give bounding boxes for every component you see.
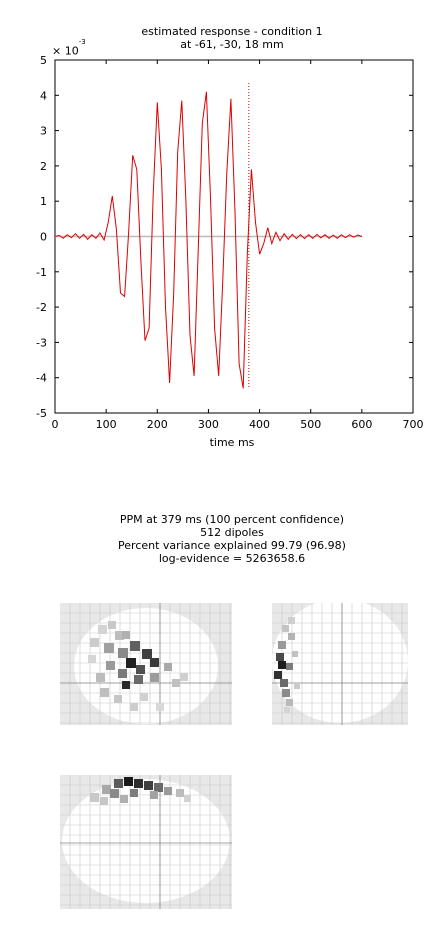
y-tick-label: -3 xyxy=(36,336,47,349)
brain-view-axial xyxy=(60,603,232,725)
source-voxel xyxy=(130,789,138,797)
response-chart: 0 100 200 300 400 500 600 700 5 4 3 2 1 0 -1 -2 -3 -4 -5 xyxy=(36,54,424,431)
source-voxel xyxy=(130,703,138,711)
source-voxel xyxy=(110,789,119,798)
source-voxel xyxy=(278,661,286,669)
source-voxel xyxy=(108,621,116,629)
chart-title: estimated response - condition 1 xyxy=(141,25,323,38)
source-voxel xyxy=(102,785,111,794)
x-tick-label: 600 xyxy=(351,418,372,431)
source-voxel xyxy=(180,673,188,681)
y-tick-label: 1 xyxy=(40,195,47,208)
source-voxel xyxy=(286,699,293,706)
y-exponent-label: × 10-3 xyxy=(52,38,86,58)
source-voxel xyxy=(88,655,96,663)
source-voxel xyxy=(114,779,123,788)
source-voxel xyxy=(124,777,133,786)
source-voxel xyxy=(150,791,158,799)
source-voxel xyxy=(126,658,136,668)
source-voxel xyxy=(276,653,284,661)
x-tick-label: 500 xyxy=(300,418,321,431)
source-voxel xyxy=(156,703,164,711)
brain-view-sagittal xyxy=(272,603,408,725)
ppm-line-4: log-evidence = 5263658.6 xyxy=(158,552,306,565)
source-voxel xyxy=(120,795,128,803)
source-voxel xyxy=(144,781,153,790)
source-voxel xyxy=(118,669,127,678)
y-tick-label: -4 xyxy=(36,372,47,385)
source-voxel xyxy=(100,797,108,805)
source-voxel xyxy=(98,625,107,634)
ppm-line-1: PPM at 379 ms (100 percent confidence) xyxy=(119,513,345,526)
source-voxel xyxy=(130,641,140,651)
source-voxel xyxy=(184,795,191,802)
source-voxel xyxy=(136,665,145,674)
coronal-projection-image xyxy=(60,775,232,909)
source-voxel xyxy=(115,631,124,640)
source-voxel xyxy=(134,675,143,684)
source-voxel xyxy=(164,787,172,795)
y-exponent-base: × 10 xyxy=(52,44,79,58)
source-voxel xyxy=(150,658,159,667)
y-tick-label: 5 xyxy=(40,54,47,67)
y-tick-label: -1 xyxy=(36,266,47,279)
source-voxel xyxy=(172,679,180,687)
chart-subtitle: at -61, -30, 18 mm xyxy=(180,38,284,51)
source-voxel xyxy=(90,793,99,802)
source-voxel xyxy=(122,631,130,639)
ppm-line-2: 512 dipoles xyxy=(200,526,264,539)
source-voxel xyxy=(140,693,148,701)
y-tick-label: 2 xyxy=(40,160,47,173)
source-voxel xyxy=(154,783,163,792)
ppm-line-3: Percent variance explained 99.79 (96.98) xyxy=(118,539,346,552)
y-tick-label: -5 xyxy=(36,407,47,420)
source-voxel xyxy=(134,779,143,788)
brain-view-coronal xyxy=(60,775,232,909)
axial-projection-image xyxy=(60,603,232,725)
source-voxel xyxy=(104,643,114,653)
x-tick-label: 400 xyxy=(249,418,270,431)
source-voxel xyxy=(114,695,122,703)
series-line-1 xyxy=(54,91,363,389)
source-voxel xyxy=(274,671,282,679)
source-voxel xyxy=(122,681,130,689)
source-voxel xyxy=(106,661,115,670)
y-tick-label: 0 xyxy=(40,231,47,244)
source-voxel xyxy=(150,673,159,682)
source-voxel xyxy=(286,663,293,670)
source-voxel xyxy=(288,617,295,624)
source-voxel xyxy=(282,689,290,697)
source-voxel xyxy=(280,679,288,687)
source-voxel xyxy=(164,663,172,671)
source-voxel xyxy=(292,651,298,657)
x-tick-label: 200 xyxy=(147,418,168,431)
y-tick-label: 4 xyxy=(40,89,47,102)
x-tick-label: 100 xyxy=(96,418,117,431)
x-tick-label: 300 xyxy=(198,418,219,431)
source-voxel xyxy=(118,648,128,658)
y-tick-label: 3 xyxy=(40,125,47,138)
source-voxel xyxy=(90,638,99,647)
x-tick-label: 0 xyxy=(52,418,59,431)
y-exponent-power: -3 xyxy=(78,38,86,46)
x-axis-label: time ms xyxy=(209,436,255,449)
source-voxel xyxy=(176,789,184,797)
source-voxel xyxy=(282,625,289,632)
source-voxel xyxy=(100,688,109,697)
source-voxel xyxy=(278,641,286,649)
source-voxel xyxy=(284,707,290,713)
y-tick-label: -2 xyxy=(36,301,47,314)
source-voxel xyxy=(96,673,105,682)
x-tick-label: 700 xyxy=(403,418,424,431)
source-voxel xyxy=(288,633,295,640)
source-voxel xyxy=(142,649,152,659)
sagittal-projection-image xyxy=(272,603,408,725)
source-voxel xyxy=(294,683,300,689)
